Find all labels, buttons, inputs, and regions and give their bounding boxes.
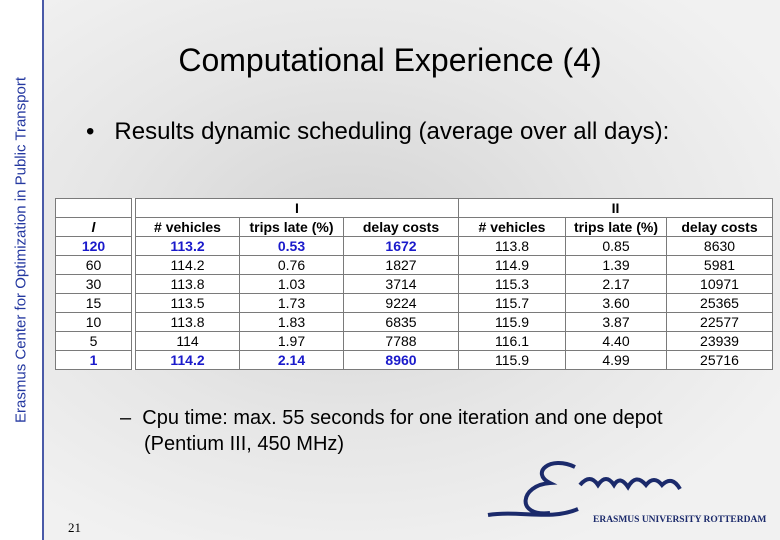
sub-bullet: – Cpu time: max. 55 seconds for one iter… <box>120 407 663 455</box>
logo: ERASMUS UNIVERSITY ROTTERDAM <box>487 461 766 525</box>
cell: 30 <box>55 274 132 294</box>
table-head: I II l # vehicles trips late (%) delay costs #… <box>55 198 773 237</box>
cell: 115.9 <box>458 312 566 332</box>
sub-bullet-text: Cpu time: max. 55 seconds for one iterat… <box>142 407 663 455</box>
cell: 113.5 <box>135 293 240 313</box>
cell: 0.76 <box>239 255 344 275</box>
cell: 7788 <box>343 331 459 351</box>
table-row: 15 113.5 1.73 9224 115.7 3.60 25365 <box>55 293 773 313</box>
cell: 1672 <box>343 236 459 256</box>
cell: 15 <box>55 293 132 313</box>
cell: 3714 <box>343 274 459 294</box>
cell: 114.2 <box>135 255 240 275</box>
cell: 115.3 <box>458 274 566 294</box>
bullet: • Results dynamic scheduling (average ov… <box>86 118 670 145</box>
cell: 114.9 <box>458 255 566 275</box>
results-table: I II l # vehicles trips late (%) delay costs #… <box>55 198 773 370</box>
table-row: 60 114.2 0.76 1827 114.9 1.39 5981 <box>55 255 773 275</box>
page-number: 21 <box>68 520 81 535</box>
cell: 1.03 <box>239 274 344 294</box>
cell: 60 <box>55 255 132 275</box>
title: Computational Experience (4) <box>178 42 602 78</box>
cell: 120 <box>55 236 132 256</box>
cell: 0.53 <box>239 236 344 256</box>
column-header: # vehicles <box>458 217 566 237</box>
cell: 23939 <box>666 331 773 351</box>
cell: 8960 <box>343 350 459 370</box>
corner-cell <box>55 198 132 218</box>
table-row: 1 114.2 2.14 8960 115.9 4.99 25716 <box>55 350 773 370</box>
table-row: 30 113.8 1.03 3714 115.3 2.17 10971 <box>55 274 773 294</box>
group-header: I <box>135 198 459 218</box>
sidebar-text: Erasmus Center for Optimization in Publi… <box>12 77 30 423</box>
table-body: 120 113.2 0.53 1672 113.8 0.85 8630 60 114.2 0.76… <box>55 236 773 370</box>
cell: 1 <box>55 350 132 370</box>
table-row: 5 114 1.97 7788 116.1 4.40 23939 <box>55 331 773 351</box>
cell: 116.1 <box>458 331 566 351</box>
cell: 1.97 <box>239 331 344 351</box>
sidebar: Erasmus Center for Optimization in Publi… <box>0 0 44 540</box>
column-header: trips late (%) <box>239 217 344 237</box>
group-row: I II <box>55 198 773 218</box>
cell: 3.87 <box>565 312 667 332</box>
cell: 113.8 <box>135 274 240 294</box>
cell: 5981 <box>666 255 773 275</box>
cell: 9224 <box>343 293 459 313</box>
cell: 3.60 <box>565 293 667 313</box>
cell: 1.73 <box>239 293 344 313</box>
cell: 4.40 <box>565 331 667 351</box>
cell: 113.8 <box>458 236 566 256</box>
cell: 114.2 <box>135 350 240 370</box>
cell: 113.8 <box>135 312 240 332</box>
logo-text: ERASMUS UNIVERSITY ROTTERDAM <box>593 515 766 525</box>
cell: 2.14 <box>239 350 344 370</box>
cell: 1.39 <box>565 255 667 275</box>
column-header: l <box>55 217 132 237</box>
cell: 115.9 <box>458 350 566 370</box>
cell: 10971 <box>666 274 773 294</box>
column-header: # vehicles <box>135 217 240 237</box>
header-row: l # vehicles trips late (%) delay costs # ve… <box>55 217 773 237</box>
cell: 2.17 <box>565 274 667 294</box>
cell: 8630 <box>666 236 773 256</box>
cell: 4.99 <box>565 350 667 370</box>
column-header: delay costs <box>666 217 773 237</box>
cell: 22577 <box>666 312 773 332</box>
cell: 0.85 <box>565 236 667 256</box>
cell: 1.83 <box>239 312 344 332</box>
table-row: 120 113.2 0.53 1672 113.8 0.85 8630 <box>55 236 773 256</box>
cell: 114 <box>135 331 240 351</box>
table-row: 10 113.8 1.83 6835 115.9 3.87 22577 <box>55 312 773 332</box>
cell: 25716 <box>666 350 773 370</box>
cell: 6835 <box>343 312 459 332</box>
cell: 1827 <box>343 255 459 275</box>
column-header: delay costs <box>343 217 459 237</box>
cell: 113.2 <box>135 236 240 256</box>
bullet-text: Results dynamic scheduling (average over… <box>114 118 670 145</box>
group-header: II <box>458 198 773 218</box>
column-header: trips late (%) <box>565 217 667 237</box>
cell: 115.7 <box>458 293 566 313</box>
cell: 5 <box>55 331 132 351</box>
cell: 10 <box>55 312 132 332</box>
cell: 25365 <box>666 293 773 313</box>
logo-mark <box>487 461 682 517</box>
